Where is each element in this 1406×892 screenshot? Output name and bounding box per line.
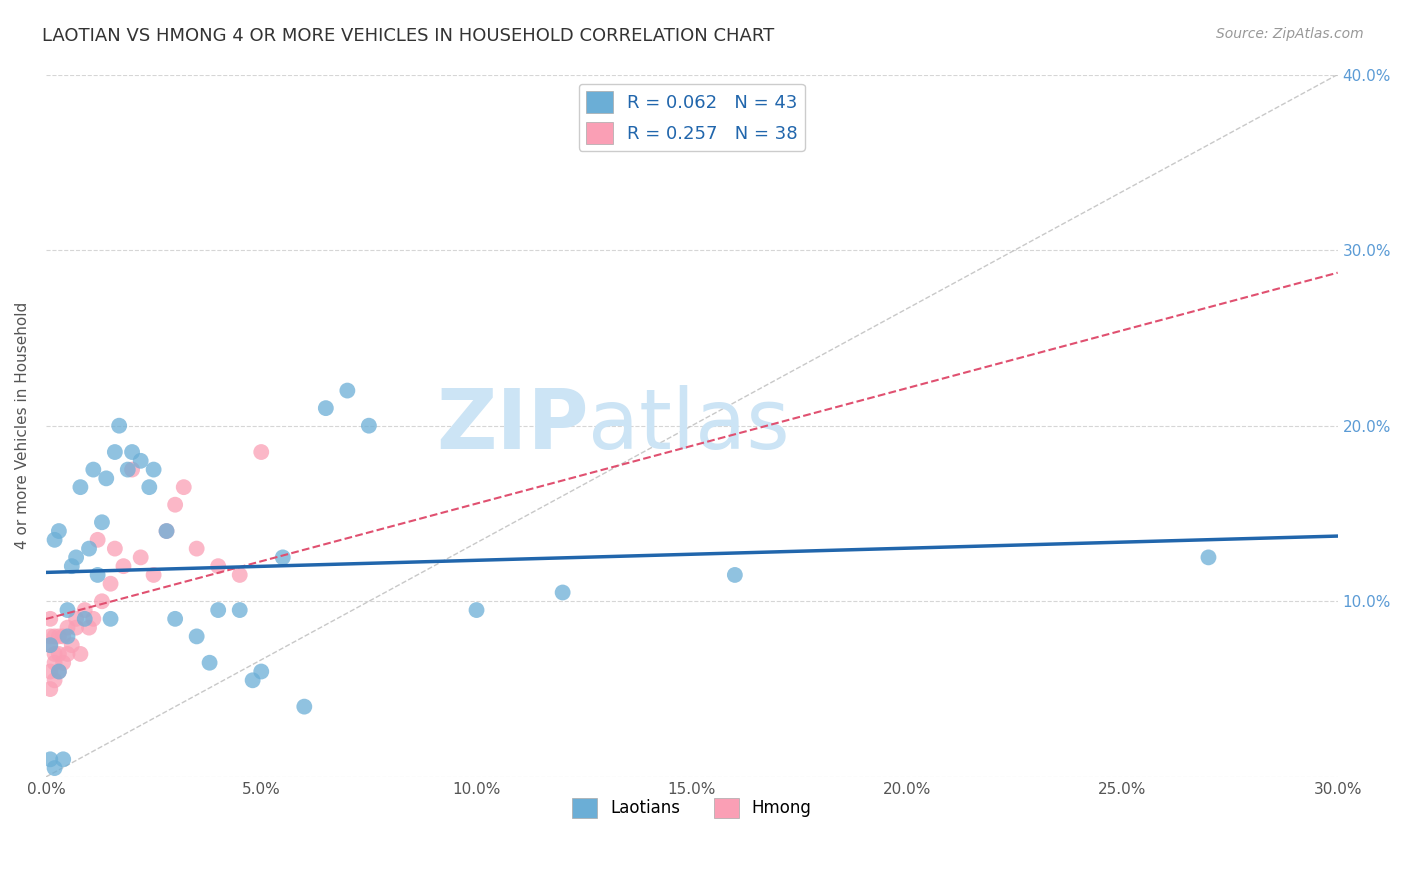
Point <box>250 445 273 459</box>
Point <box>91 515 114 529</box>
Point <box>250 665 273 679</box>
Point <box>315 401 337 416</box>
Point <box>165 498 187 512</box>
Point <box>155 524 177 538</box>
Point <box>186 629 208 643</box>
Point <box>39 682 62 697</box>
Point <box>56 647 79 661</box>
Point <box>91 594 114 608</box>
Point <box>1198 550 1220 565</box>
Point <box>100 576 122 591</box>
Point <box>48 647 70 661</box>
Point <box>129 550 152 565</box>
Point <box>112 559 135 574</box>
Point <box>465 603 488 617</box>
Point <box>86 533 108 547</box>
Point <box>155 524 177 538</box>
Point <box>39 752 62 766</box>
Text: ZIP: ZIP <box>436 385 589 467</box>
Point <box>52 629 75 643</box>
Point <box>207 603 229 617</box>
Point <box>121 445 143 459</box>
Point <box>228 603 250 617</box>
Point <box>56 621 79 635</box>
Point <box>173 480 195 494</box>
Point <box>336 384 359 398</box>
Point <box>60 638 83 652</box>
Point <box>44 647 66 661</box>
Point <box>65 621 87 635</box>
Point <box>48 665 70 679</box>
Y-axis label: 4 or more Vehicles in Household: 4 or more Vehicles in Household <box>15 302 30 549</box>
Point <box>138 480 160 494</box>
Point <box>69 480 91 494</box>
Text: atlas: atlas <box>589 385 790 467</box>
Point <box>100 612 122 626</box>
Point <box>65 612 87 626</box>
Point <box>104 541 127 556</box>
Text: LAOTIAN VS HMONG 4 OR MORE VEHICLES IN HOUSEHOLD CORRELATION CHART: LAOTIAN VS HMONG 4 OR MORE VEHICLES IN H… <box>42 27 775 45</box>
Text: Source: ZipAtlas.com: Source: ZipAtlas.com <box>1216 27 1364 41</box>
Point <box>108 418 131 433</box>
Point <box>44 761 66 775</box>
Point <box>117 462 139 476</box>
Point <box>82 612 104 626</box>
Point <box>104 445 127 459</box>
Point <box>73 603 96 617</box>
Point <box>142 568 165 582</box>
Point <box>198 656 221 670</box>
Point <box>82 462 104 476</box>
Point <box>142 462 165 476</box>
Point <box>96 471 118 485</box>
Point <box>39 612 62 626</box>
Legend: Laotians, Hmong: Laotians, Hmong <box>565 791 818 825</box>
Point <box>73 612 96 626</box>
Point <box>165 612 187 626</box>
Point <box>242 673 264 688</box>
Point <box>357 418 380 433</box>
Point <box>228 568 250 582</box>
Point <box>52 752 75 766</box>
Point <box>44 629 66 643</box>
Point <box>39 638 62 652</box>
Point <box>292 699 315 714</box>
Point <box>60 559 83 574</box>
Point <box>48 665 70 679</box>
Point <box>551 585 574 599</box>
Point <box>69 647 91 661</box>
Point <box>271 550 294 565</box>
Point <box>724 568 747 582</box>
Point <box>121 462 143 476</box>
Point <box>129 454 152 468</box>
Point <box>186 541 208 556</box>
Point <box>207 559 229 574</box>
Point <box>48 524 70 538</box>
Point <box>77 621 100 635</box>
Point <box>44 533 66 547</box>
Point <box>48 629 70 643</box>
Point <box>65 550 87 565</box>
Point <box>39 638 62 652</box>
Point <box>44 656 66 670</box>
Point <box>86 568 108 582</box>
Point <box>44 673 66 688</box>
Point <box>52 656 75 670</box>
Point <box>39 629 62 643</box>
Point <box>56 603 79 617</box>
Point <box>56 629 79 643</box>
Point <box>39 665 62 679</box>
Point <box>77 541 100 556</box>
